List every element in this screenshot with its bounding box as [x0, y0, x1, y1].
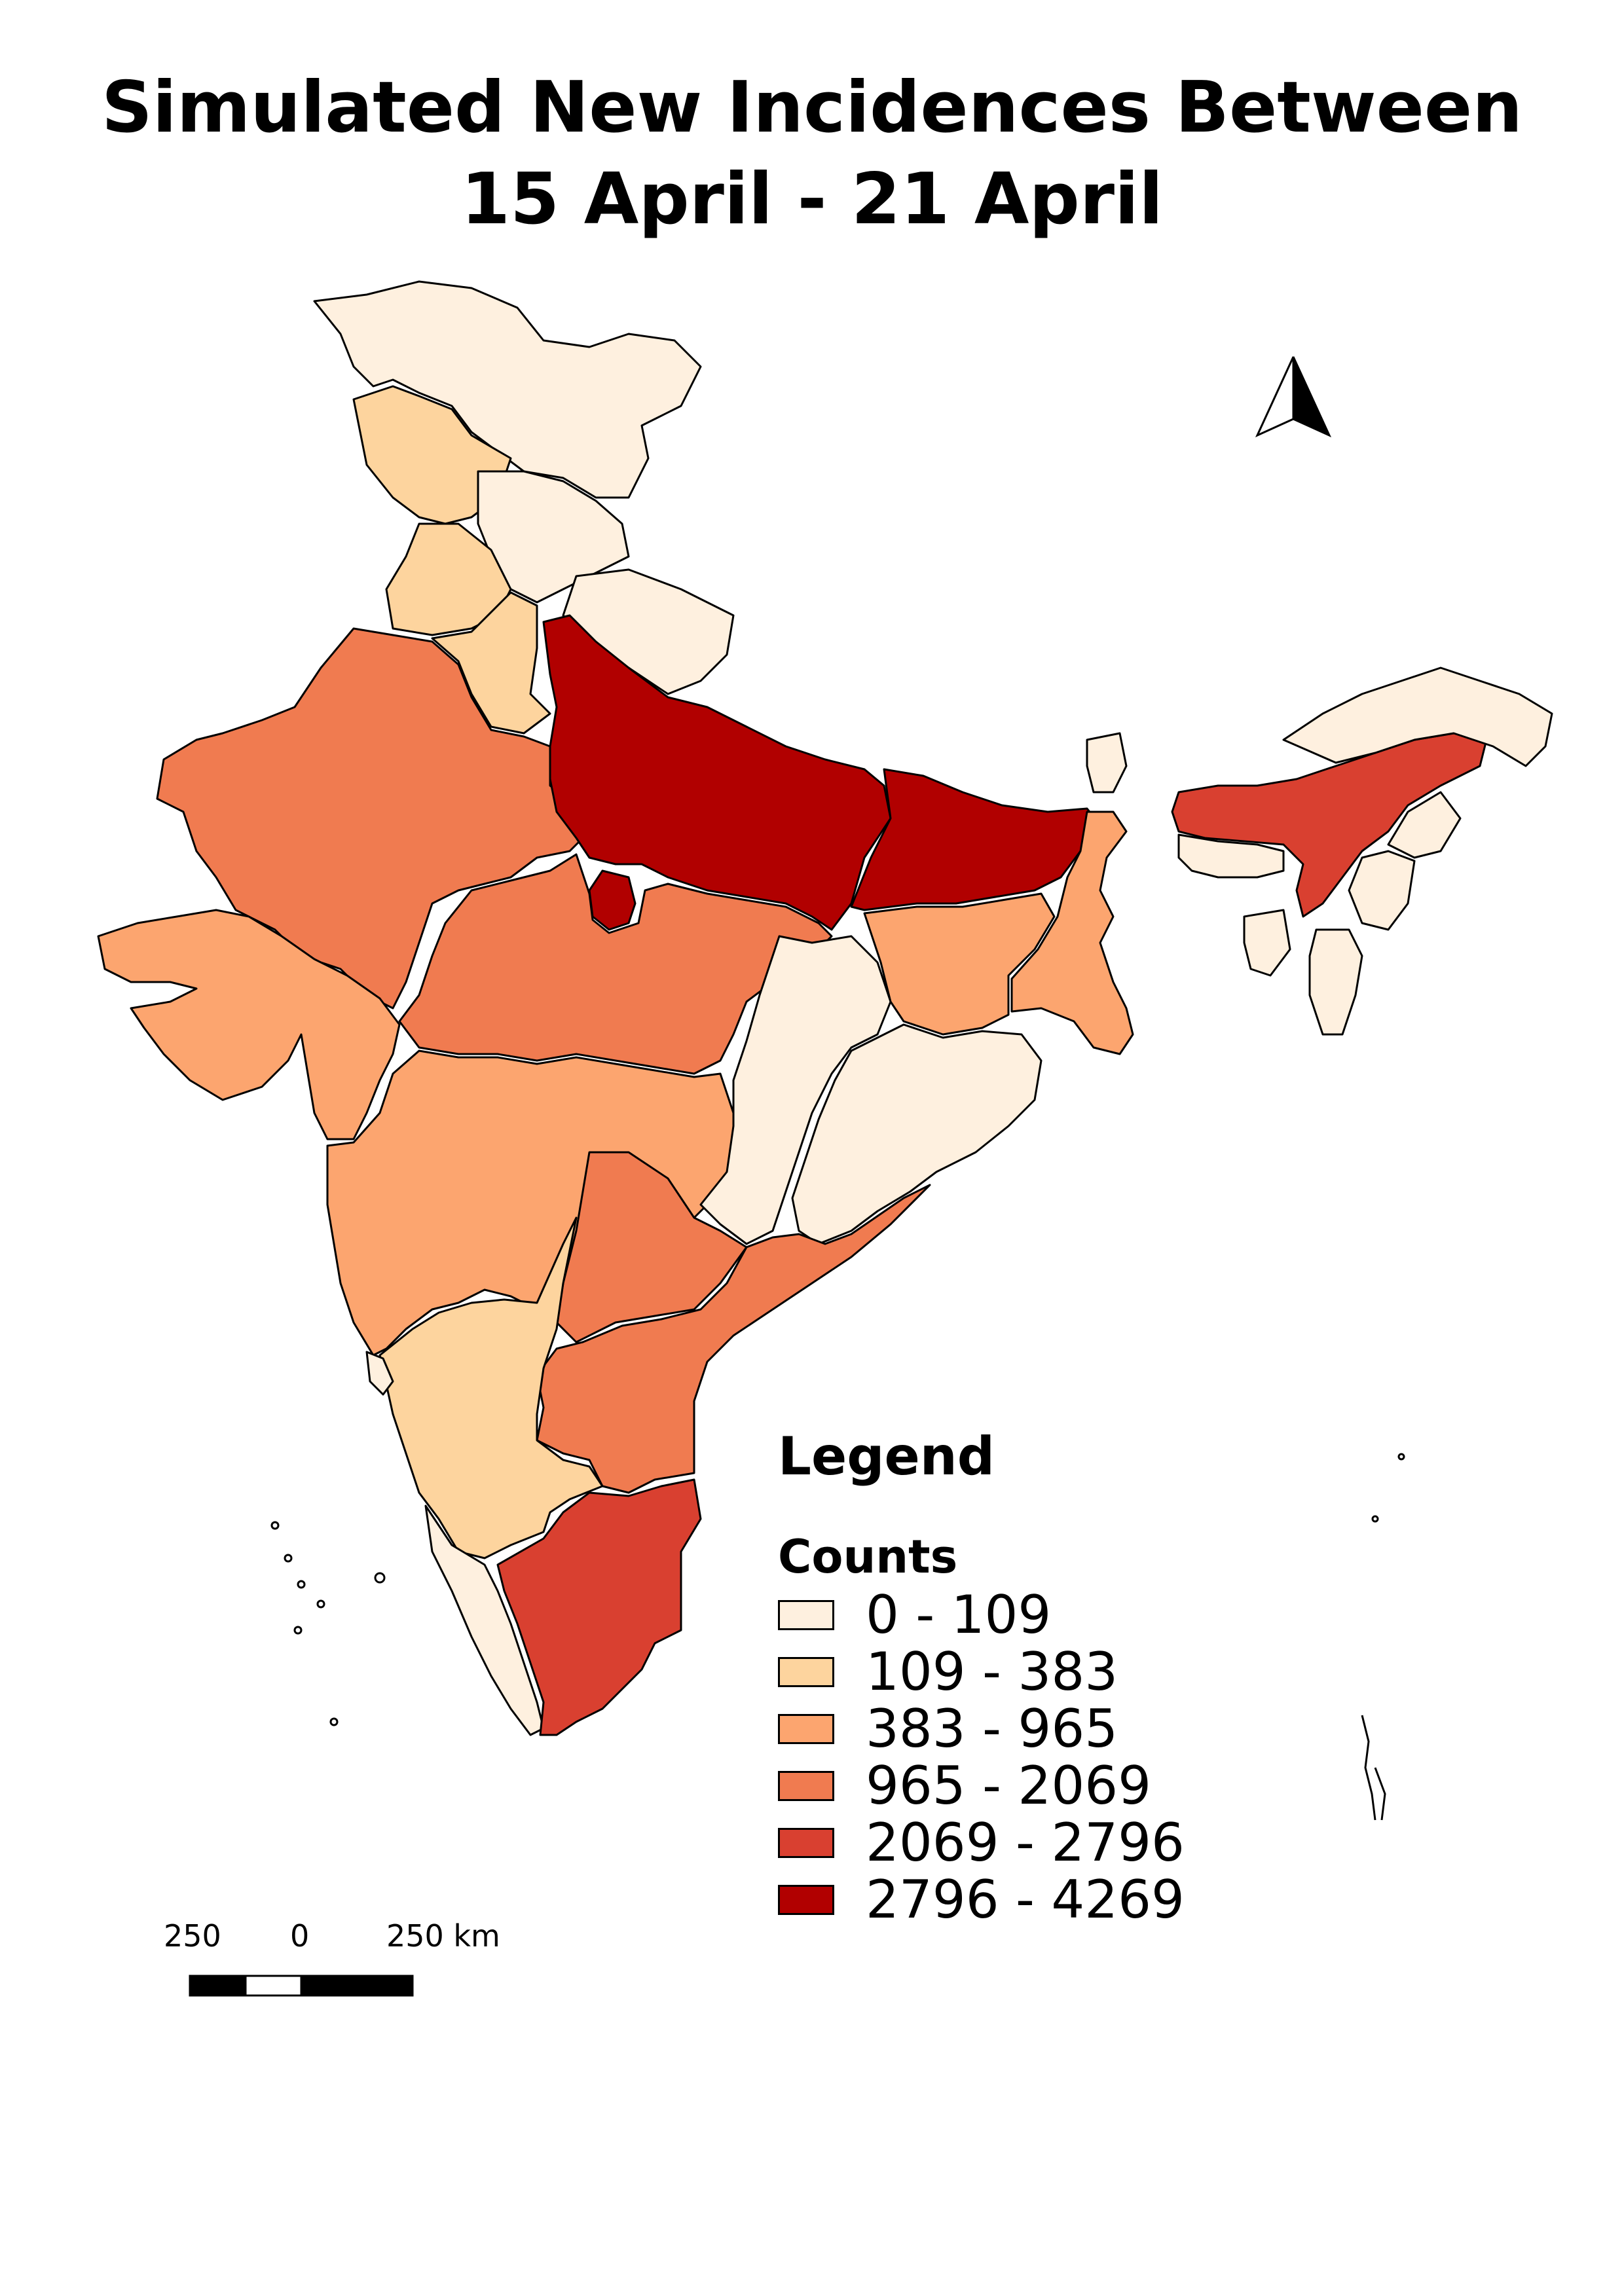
- legend-item: 2796 - 4269: [778, 1871, 1185, 1928]
- region-karnataka: [378, 1216, 604, 1559]
- scale-bar-left-label: 250: [164, 1918, 221, 1954]
- legend-label: 965 - 2069: [866, 1755, 1152, 1816]
- legend-swatch: [778, 1770, 834, 1801]
- scale-bar-mid-label: 0: [290, 1918, 310, 1954]
- legend-item: 0 - 109: [778, 1586, 1185, 1643]
- legend-swatch: [778, 1713, 834, 1744]
- scale-bar-graphic: [189, 1975, 414, 1997]
- legend-label: 383 - 965: [866, 1698, 1118, 1759]
- scale-bar-right-label: 250 km: [386, 1918, 500, 1954]
- legend-subtitle: Counts: [778, 1530, 958, 1584]
- region-odisha: [791, 1023, 1043, 1245]
- region-mizoram: [1308, 928, 1363, 1036]
- legend-item: 965 - 2069: [778, 1757, 1185, 1814]
- legend-item: 383 - 965: [778, 1700, 1185, 1757]
- region-telangana: [555, 1151, 748, 1343]
- north-arrow-icon: [1255, 356, 1332, 438]
- legend-swatch: [778, 1827, 834, 1858]
- legend-label: 109 - 383: [866, 1641, 1118, 1702]
- legend-classes: 0 - 109 109 - 383 383 - 965 965 - 2069 2069 …: [778, 1586, 1185, 1928]
- region-goa: [365, 1351, 394, 1396]
- region-uttar-pradesh: [542, 614, 892, 931]
- legend-label: 2069 - 2796: [866, 1812, 1185, 1873]
- region-nagaland: [1387, 791, 1462, 859]
- map-title: Simulated New Incidences Between 15 Apri…: [0, 62, 1624, 246]
- legend-label: 0 - 109: [866, 1584, 1052, 1645]
- region-meghalaya: [1177, 833, 1285, 879]
- map-title-line1: Simulated New Incidences Between: [101, 67, 1522, 149]
- region-gujarat: [97, 909, 401, 1140]
- region-punjab: [385, 522, 512, 636]
- region-tripura: [1243, 909, 1291, 977]
- region-manipur: [1348, 850, 1416, 931]
- legend-swatch: [778, 1599, 834, 1630]
- legend-item: 2069 - 2796: [778, 1814, 1185, 1871]
- scale-bar: 250 0 250 km: [164, 1918, 524, 2023]
- region-chhattisgarh: [699, 935, 892, 1245]
- legend-item: 109 - 383: [778, 1643, 1185, 1700]
- map-legend: Legend Counts 0 - 109 109 - 383 383 - 965 9…: [778, 1424, 1185, 1928]
- region-sikkim: [1086, 732, 1128, 793]
- region-jammu-kashmir: [313, 280, 702, 499]
- region-assam: [1171, 732, 1488, 918]
- region-haryana: [431, 591, 551, 735]
- region-tamil-nadu: [496, 1478, 702, 1736]
- legend-label: 2796 - 4269: [866, 1869, 1185, 1930]
- legend-swatch: [778, 1884, 834, 1915]
- region-rajasthan: [156, 627, 591, 1010]
- island-markers: [270, 1453, 1405, 1821]
- region-arunachal-pradesh: [1282, 666, 1553, 767]
- region-bihar: [850, 768, 1101, 911]
- legend-title: Legend: [778, 1426, 995, 1487]
- region-andhra-pradesh: [536, 1184, 931, 1494]
- region-jharkhand: [863, 892, 1056, 1036]
- legend-swatch: [778, 1656, 834, 1687]
- region-west-bengal: [1010, 811, 1134, 1055]
- map-title-line2: 15 April - 21 April: [460, 158, 1164, 240]
- region-uttar-pradesh-south: [588, 869, 637, 931]
